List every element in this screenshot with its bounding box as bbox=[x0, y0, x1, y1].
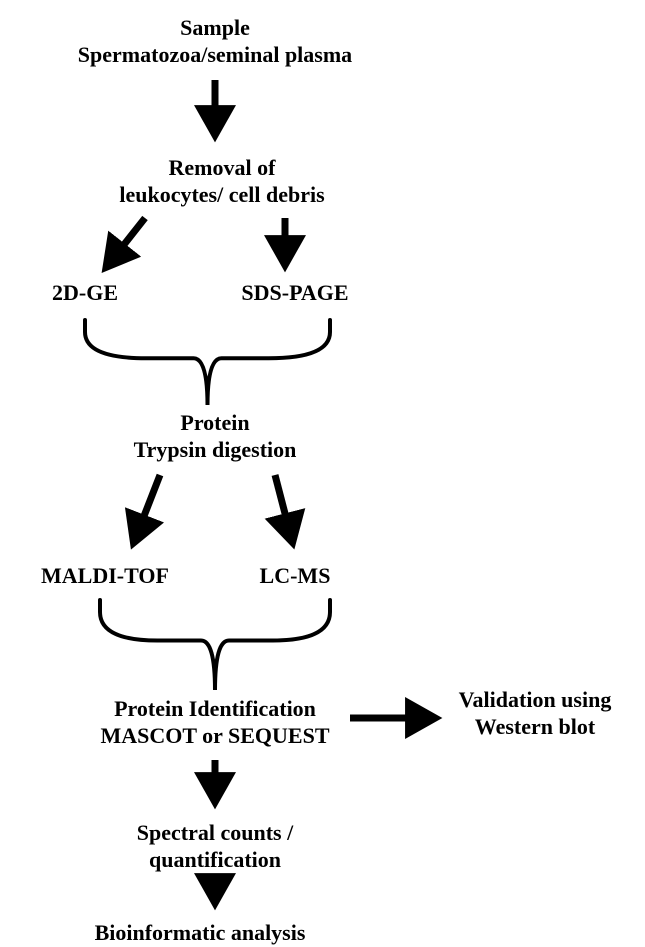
label-bioinfo: Bioinformatic analysis bbox=[95, 920, 306, 945]
arrow-a2 bbox=[106, 218, 145, 267]
label-protein_l2: Trypsin digestion bbox=[134, 437, 297, 462]
label-sample_l2: Spermatozoa/seminal plasma bbox=[78, 42, 352, 67]
label-ident_l1: Protein Identification bbox=[114, 696, 316, 721]
label-lcms: LC-MS bbox=[260, 563, 331, 588]
label-maldi: MALDI-TOF bbox=[41, 563, 169, 588]
brace-brace2 bbox=[100, 600, 330, 690]
arrow-a4 bbox=[133, 475, 160, 543]
arrow-a5 bbox=[275, 475, 293, 543]
label-sdspage: SDS-PAGE bbox=[241, 280, 348, 305]
label-spectral_l1: Spectral counts / bbox=[137, 820, 294, 845]
brace-brace1 bbox=[85, 320, 330, 405]
label-validation_l1: Validation using bbox=[459, 687, 612, 712]
label-ident_l2: MASCOT or SEQUEST bbox=[100, 723, 329, 748]
label-spectral_l2: quantification bbox=[149, 847, 281, 872]
label-validation_l2: Western blot bbox=[475, 714, 596, 739]
label-twodge: 2D-GE bbox=[52, 280, 118, 305]
label-removal_l2: leukocytes/ cell debris bbox=[119, 182, 325, 207]
label-removal_l1: Removal of bbox=[169, 155, 277, 180]
label-sample_l1: Sample bbox=[180, 15, 250, 40]
label-protein_l1: Protein bbox=[180, 410, 249, 435]
